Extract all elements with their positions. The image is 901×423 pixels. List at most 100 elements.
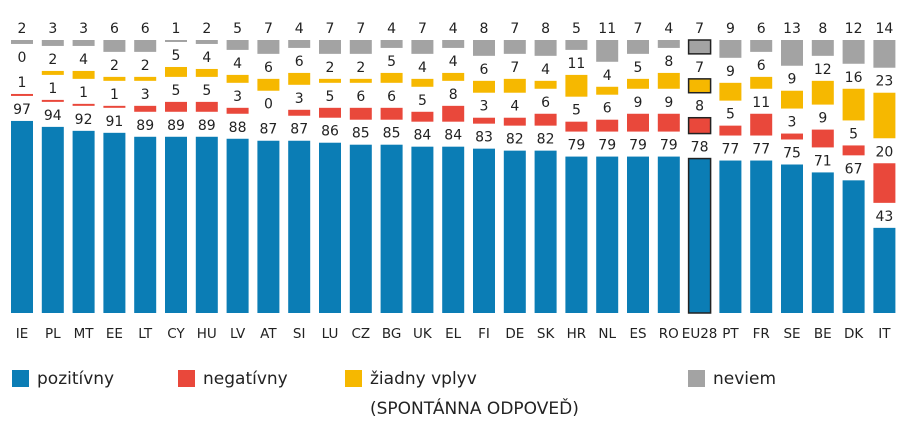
bar-segment bbox=[257, 40, 280, 54]
data-label: 12 bbox=[814, 62, 832, 78]
data-label: 1 bbox=[79, 85, 88, 101]
bar-segment bbox=[473, 40, 495, 56]
data-label: 7 bbox=[326, 21, 335, 37]
bar-segment bbox=[657, 72, 680, 89]
bar-segment bbox=[134, 136, 157, 313]
bar-segment bbox=[442, 72, 465, 81]
bar-segment bbox=[349, 107, 372, 120]
data-label: 4 bbox=[233, 56, 242, 72]
data-label: 84 bbox=[444, 128, 462, 144]
data-label: 85 bbox=[352, 126, 370, 142]
data-label: 2 bbox=[110, 58, 119, 74]
bar-segment bbox=[811, 129, 834, 148]
bar-segment bbox=[72, 103, 95, 106]
bar-segment bbox=[411, 78, 434, 87]
x-tick-label: SI bbox=[293, 326, 306, 342]
data-label: 4 bbox=[79, 52, 88, 68]
data-label: 9 bbox=[726, 21, 735, 37]
data-label: 8 bbox=[664, 54, 673, 70]
x-tick-label: PL bbox=[45, 326, 61, 342]
data-label: 6 bbox=[757, 58, 766, 74]
bar-segment bbox=[319, 78, 341, 83]
x-tick-label: LT bbox=[138, 326, 153, 342]
data-label: 82 bbox=[537, 132, 555, 148]
bar-segment bbox=[565, 40, 588, 50]
bar-segment bbox=[319, 107, 341, 118]
data-label: 4 bbox=[541, 62, 550, 78]
data-label: 1 bbox=[110, 87, 119, 103]
bar-segment bbox=[503, 40, 526, 54]
bar-segment bbox=[288, 109, 311, 116]
data-label: 94 bbox=[44, 108, 62, 124]
data-label: 4 bbox=[295, 21, 304, 37]
x-tick-label: BG bbox=[382, 326, 402, 342]
data-label: 4 bbox=[603, 68, 612, 84]
legend-label: negatívny bbox=[203, 369, 288, 389]
data-label: 8 bbox=[480, 21, 489, 37]
legend-swatch bbox=[345, 370, 362, 387]
bar-segment bbox=[842, 40, 865, 64]
bar-segment bbox=[627, 78, 649, 89]
legend-swatch bbox=[178, 370, 195, 387]
data-label: 6 bbox=[541, 95, 550, 111]
data-label: 71 bbox=[814, 153, 832, 169]
data-label: 85 bbox=[383, 126, 401, 142]
bar-segment bbox=[473, 80, 495, 93]
x-tick-label: LV bbox=[230, 326, 246, 342]
data-label: 9 bbox=[726, 64, 735, 80]
data-label: 2 bbox=[48, 52, 57, 68]
data-label: 5 bbox=[233, 21, 242, 37]
data-label: 6 bbox=[141, 21, 150, 37]
data-label: 0 bbox=[18, 50, 27, 66]
data-label: 9 bbox=[634, 95, 643, 111]
x-tick-label: IT bbox=[878, 326, 891, 342]
legend-label: pozitívny bbox=[37, 369, 114, 389]
data-label: 2 bbox=[202, 21, 211, 37]
bar-segment bbox=[596, 86, 619, 95]
x-tick-label: RO bbox=[659, 326, 679, 342]
data-label: 82 bbox=[506, 132, 524, 148]
data-label: 77 bbox=[721, 142, 739, 158]
data-label: 97 bbox=[13, 102, 31, 118]
data-label: 5 bbox=[202, 83, 211, 99]
data-label: 87 bbox=[290, 122, 308, 138]
bar-segment bbox=[534, 150, 557, 313]
data-label: 7 bbox=[510, 60, 519, 76]
bar-segment bbox=[257, 140, 280, 313]
x-tick-label: NL bbox=[598, 326, 616, 342]
data-label: 11 bbox=[752, 95, 770, 111]
x-tick-label: IE bbox=[16, 326, 29, 342]
bar-segment bbox=[195, 40, 218, 44]
data-label: 3 bbox=[48, 21, 57, 37]
bar-segment bbox=[811, 40, 834, 56]
bar-segment bbox=[842, 180, 865, 313]
bar-segment bbox=[596, 156, 619, 313]
bar-segment bbox=[781, 164, 803, 313]
bar-segment bbox=[719, 160, 742, 313]
data-label: 4 bbox=[418, 60, 427, 76]
bar-segment bbox=[411, 111, 434, 122]
bar-segment bbox=[349, 78, 372, 83]
bar-segment bbox=[565, 121, 588, 132]
bar-segment bbox=[380, 107, 403, 120]
bar-segment bbox=[503, 150, 526, 313]
bar-segment bbox=[781, 40, 803, 66]
bar-segment bbox=[873, 92, 896, 139]
x-tick-label: CZ bbox=[351, 326, 370, 342]
bar-segment bbox=[473, 148, 495, 313]
data-label: 2 bbox=[356, 60, 365, 76]
legend-swatch bbox=[12, 370, 29, 387]
data-label: 84 bbox=[413, 128, 431, 144]
data-label: 79 bbox=[629, 138, 647, 154]
bar-segment bbox=[41, 40, 64, 46]
bar-segment bbox=[657, 113, 680, 132]
legend-label: neviem bbox=[713, 369, 776, 389]
bar-segment bbox=[165, 66, 187, 77]
bar-segment bbox=[195, 136, 218, 313]
data-label: 8 bbox=[695, 99, 704, 115]
data-label: 7 bbox=[695, 21, 704, 37]
x-tick-label: HR bbox=[567, 326, 587, 342]
bar-segment bbox=[72, 40, 95, 46]
bar-segment bbox=[596, 119, 619, 132]
